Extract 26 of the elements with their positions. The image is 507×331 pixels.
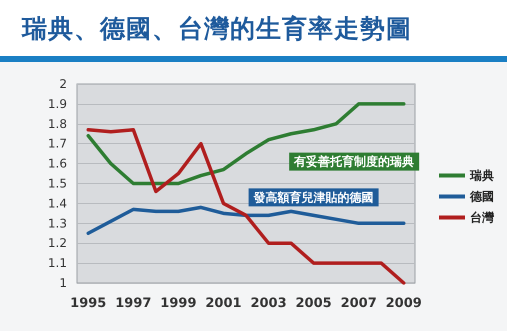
x-tick-label: 2001 [205, 296, 242, 311]
x-tick-label: 2003 [250, 296, 287, 311]
y-tick-label: 1.1 [48, 256, 67, 270]
y-tick-label: 1 [59, 276, 67, 290]
legend-label: 德國 [469, 190, 494, 204]
y-tick-label: 1.9 [48, 96, 67, 111]
line-series [86, 206, 406, 235]
y-tick-label: 1.3 [48, 216, 67, 230]
y-tick-label: 2 [59, 77, 67, 91]
annotation: 發高額育兒津貼的德國 [252, 190, 374, 204]
y-tick-label: 1.2 [48, 236, 67, 250]
y-tick-label: 1.6 [48, 156, 67, 171]
annotation: 有妥善托育制度的瑞典 [293, 154, 414, 169]
x-tick-label: 1999 [160, 296, 196, 311]
legend-label: 瑞典 [469, 168, 494, 182]
y-tick-label: 1.7 [48, 136, 67, 151]
y-tick-label: 1.8 [48, 116, 67, 131]
y-tick-label: 1.4 [48, 196, 67, 210]
x-tick-label: 2007 [340, 296, 377, 311]
x-tick-label: 2005 [296, 296, 332, 311]
x-tick-label: 1995 [70, 296, 106, 311]
x-tick-label: 1997 [115, 296, 152, 311]
legend-label: 台灣 [470, 210, 495, 224]
chart-title: 瑞典、德國、台灣的生育率走勢圖 [0, 0, 507, 62]
y-tick-label: 1.5 [48, 176, 67, 190]
x-tick-label: 2009 [386, 296, 422, 311]
